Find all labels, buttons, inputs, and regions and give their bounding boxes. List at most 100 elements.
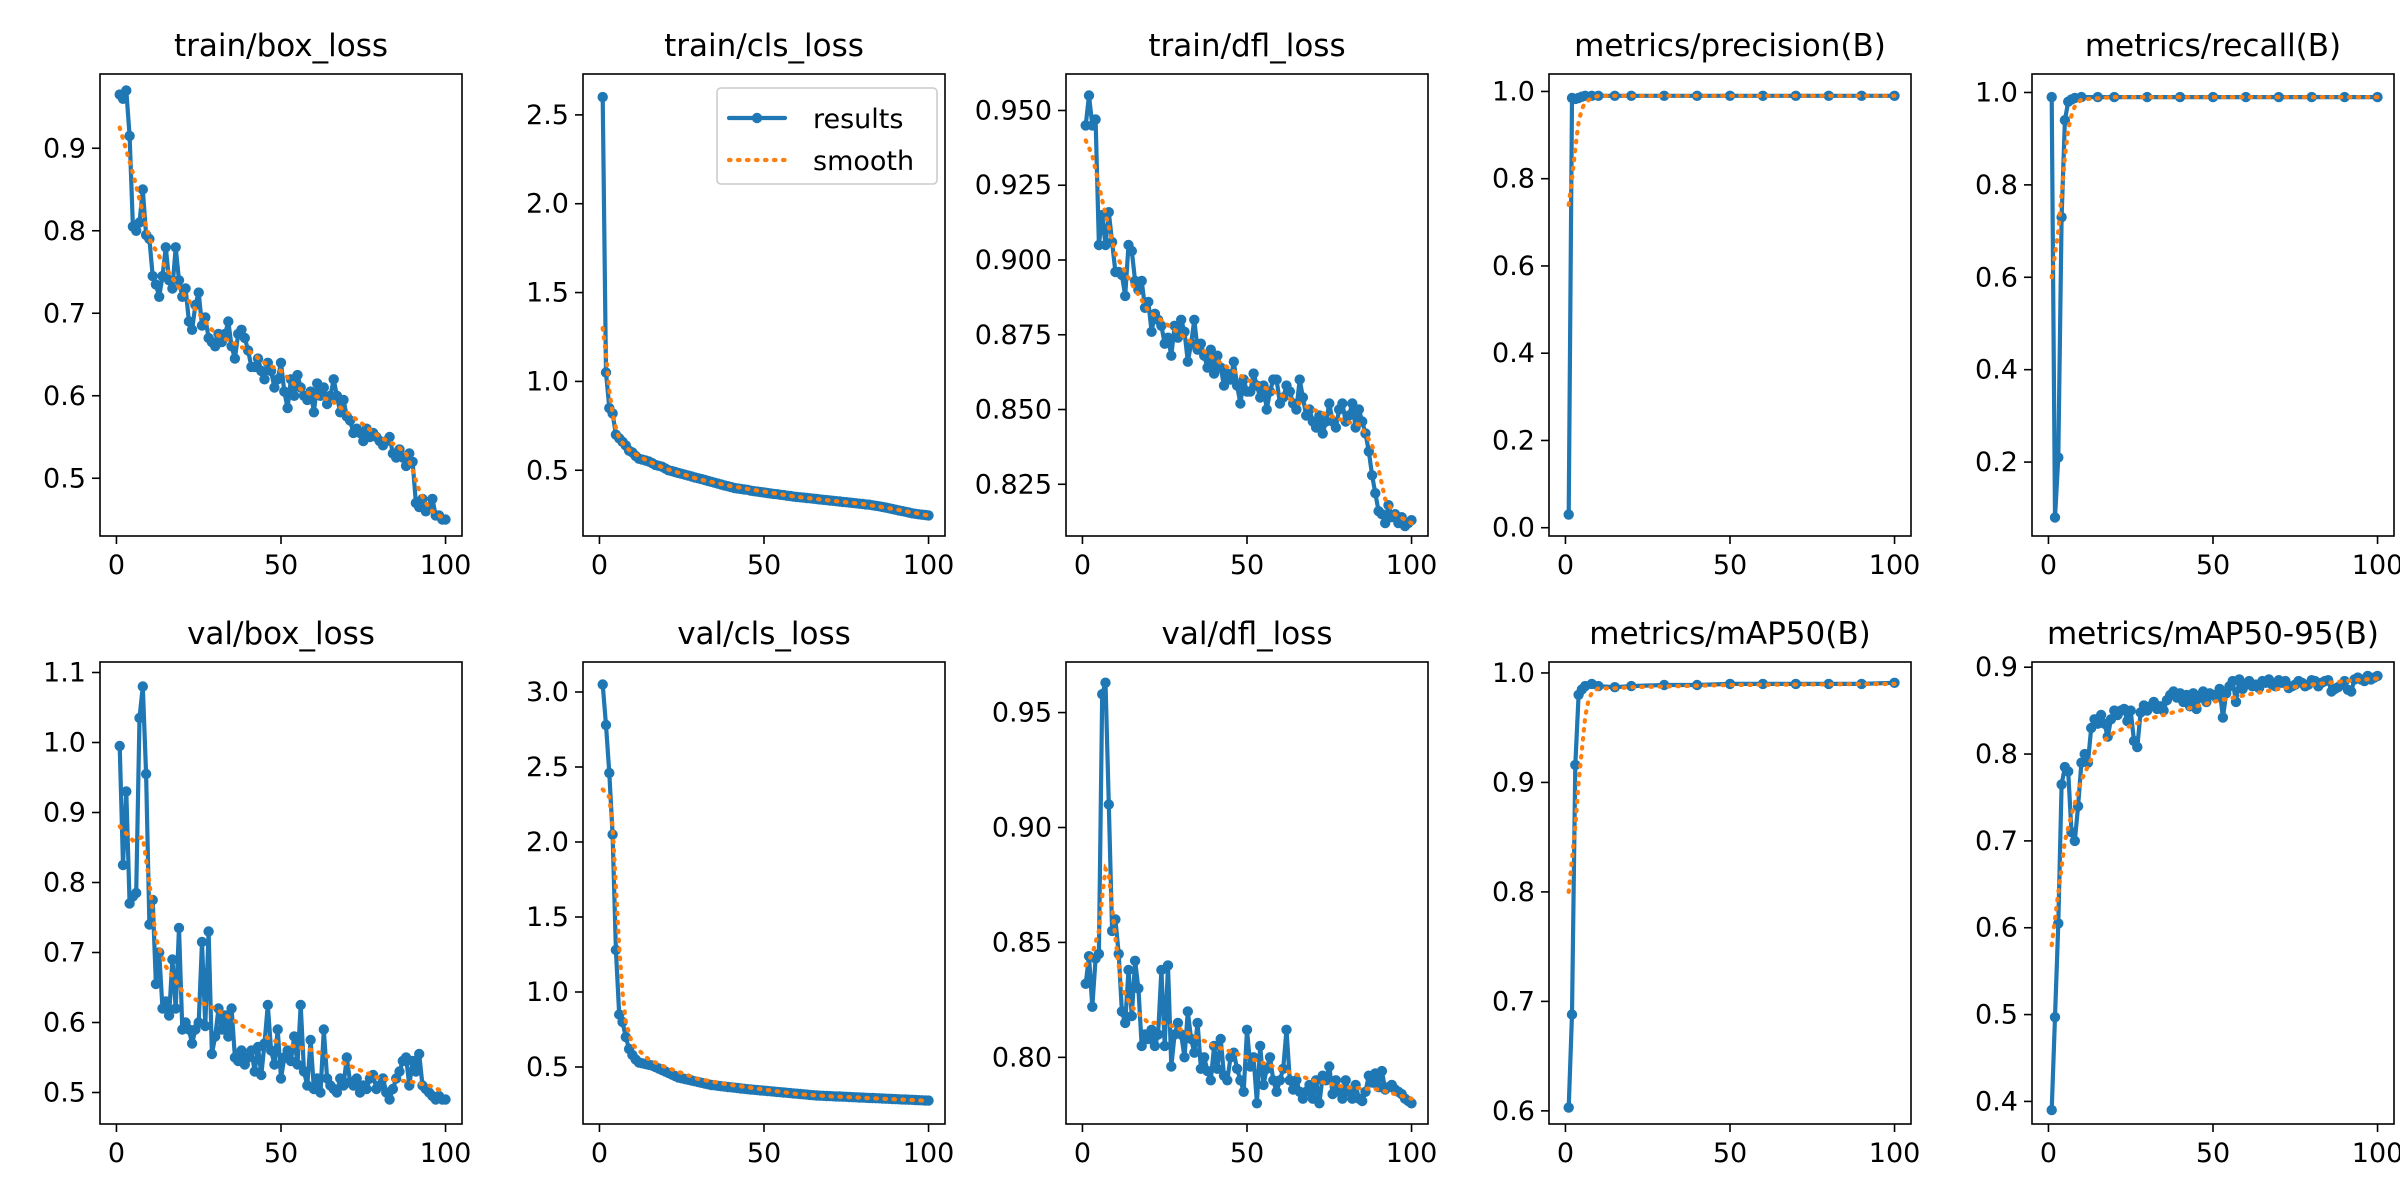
data-point (295, 999, 306, 1011)
data-point (923, 510, 934, 521)
data-point (1199, 1052, 1210, 1063)
data-point (2125, 705, 2136, 716)
data-point (597, 679, 608, 690)
data-point (137, 681, 148, 692)
data-point (2049, 1012, 2061, 1023)
data-point (1116, 1006, 1128, 1017)
data-point (1212, 1063, 1223, 1075)
y-tick-label: 1.5 (526, 278, 569, 309)
data-point (2217, 712, 2229, 723)
data-point (1563, 1102, 1574, 1113)
data-point (173, 275, 185, 286)
data-point (1166, 350, 1177, 361)
data-point (1097, 689, 1108, 700)
data-point (1120, 290, 1131, 302)
y-tick-label: 0.8 (1975, 739, 2018, 770)
data-point (1271, 1086, 1282, 1098)
data-point (223, 316, 234, 327)
data-point (1757, 90, 1769, 102)
plot-frame (1065, 661, 1429, 1125)
y-tick-label: 1.1 (43, 658, 86, 689)
x-tick-label: 100 (420, 1138, 472, 1169)
plot-frame (582, 661, 946, 1125)
data-point (312, 1073, 323, 1084)
data-point (239, 332, 250, 344)
data-point (269, 382, 280, 393)
y-tick-label: 2.0 (526, 189, 569, 220)
data-point (338, 394, 349, 406)
chart-val-dfl-loss: val/dfl_loss 0 50 100 0.80 0.85 0.90 0.95 (992, 616, 1437, 1169)
results-markers (114, 85, 451, 525)
data-point (597, 91, 608, 103)
data-point (289, 390, 300, 401)
x-tick-label: 100 (1386, 550, 1438, 581)
data-point (216, 1024, 227, 1035)
results-markers (2046, 91, 2383, 523)
data-point (440, 514, 451, 525)
y-tick-label: 0.2 (1492, 425, 1535, 456)
data-point (200, 312, 211, 323)
data-point (1297, 392, 1309, 403)
x-tick-label: 50 (1713, 1138, 1747, 1169)
x-tick-label: 0 (1074, 550, 1091, 581)
results-line (2049, 94, 2380, 520)
data-point (1215, 1033, 1226, 1045)
data-point (2046, 91, 2057, 103)
data-point (1205, 1075, 1217, 1086)
chart-title: train/box_loss (174, 28, 388, 64)
data-point (2059, 115, 2071, 126)
chart-title: metrics/mAP50-95(B) (2047, 616, 2379, 652)
y-tick-label: 1.0 (43, 728, 86, 759)
data-point (2095, 709, 2107, 721)
data-point (124, 130, 135, 142)
y-tick-label: 0.8 (1492, 877, 1535, 908)
data-point (341, 1052, 352, 1063)
data-point (1317, 428, 1328, 439)
data-point (2069, 835, 2080, 847)
y-tick-label: 0.7 (1975, 826, 2018, 857)
data-point (114, 740, 125, 752)
results-line (1566, 93, 1897, 517)
data-point (1281, 1024, 1292, 1036)
data-point (229, 353, 241, 364)
data-point (236, 324, 247, 335)
plot-frame (1548, 661, 1912, 1125)
results-line (1083, 680, 1414, 1106)
data-point (1136, 1040, 1147, 1052)
data-point (600, 719, 612, 731)
plot-frame (99, 73, 463, 537)
results-markers (2046, 670, 2383, 1116)
results-markers (597, 679, 934, 1106)
y-tick-label: 2.5 (526, 752, 569, 783)
x-tick-label: 0 (2040, 550, 2057, 581)
y-tick-label: 0.4 (1975, 1086, 2018, 1117)
x-tick-label: 100 (2352, 1138, 2400, 1169)
data-point (140, 768, 152, 780)
data-point (1856, 678, 1867, 690)
data-point (308, 407, 320, 418)
smooth-line (1566, 681, 1897, 895)
data-point (604, 767, 615, 779)
smooth-line (1083, 138, 1414, 526)
chart-val-cls-loss: val/cls_loss 0 50 100 0.5 1.0 1.5 2.0 2.5 3.0 (526, 616, 954, 1169)
x-tick-label: 0 (1557, 550, 1574, 581)
chart-title: val/dfl_loss (1162, 616, 1333, 652)
legend: results smooth (716, 87, 938, 185)
data-point (1126, 1010, 1138, 1022)
data-point (223, 1031, 234, 1042)
data-point (328, 374, 339, 385)
x-tick-label: 50 (2196, 1138, 2230, 1169)
data-point (1370, 488, 1381, 499)
data-point (1314, 1098, 1325, 1109)
data-point (1255, 1040, 1266, 1052)
y-tick-label: 0.850 (975, 395, 1052, 426)
data-point (607, 408, 618, 419)
data-point (2132, 741, 2143, 753)
data-point (131, 225, 142, 236)
data-point (2339, 675, 2350, 687)
data-point (1182, 356, 1194, 367)
legend-smooth-label: smooth (813, 146, 914, 177)
data-point (203, 926, 214, 937)
x-tick-label: 50 (1230, 550, 1264, 581)
y-tick-label: 0.6 (1492, 1096, 1535, 1127)
